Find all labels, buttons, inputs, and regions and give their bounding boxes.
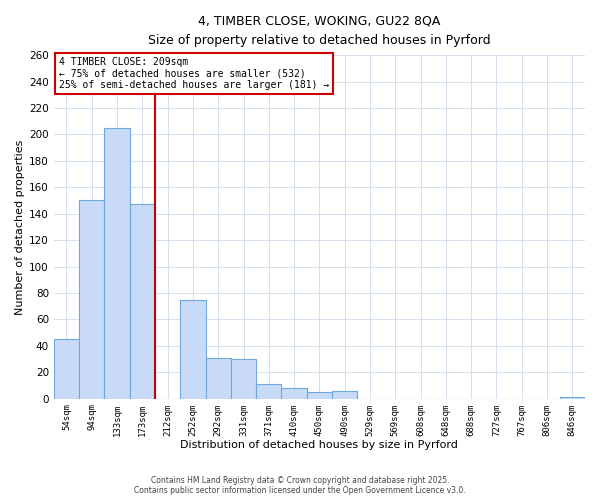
Bar [332, 391, 358, 398]
Bar [180, 300, 206, 398]
Bar [130, 204, 155, 398]
Bar [54, 340, 79, 398]
Bar [231, 359, 256, 399]
Bar [206, 358, 231, 399]
Bar [256, 384, 281, 398]
Bar [307, 392, 332, 398]
Text: Contains HM Land Registry data © Crown copyright and database right 2025.
Contai: Contains HM Land Registry data © Crown c… [134, 476, 466, 495]
Title: 4, TIMBER CLOSE, WOKING, GU22 8QA
Size of property relative to detached houses i: 4, TIMBER CLOSE, WOKING, GU22 8QA Size o… [148, 15, 491, 47]
Text: 4 TIMBER CLOSE: 209sqm
← 75% of detached houses are smaller (532)
25% of semi-de: 4 TIMBER CLOSE: 209sqm ← 75% of detached… [59, 57, 329, 90]
Bar [79, 200, 104, 398]
X-axis label: Distribution of detached houses by size in Pyrford: Distribution of detached houses by size … [181, 440, 458, 450]
Bar [281, 388, 307, 398]
Y-axis label: Number of detached properties: Number of detached properties [15, 139, 25, 314]
Bar [104, 128, 130, 398]
